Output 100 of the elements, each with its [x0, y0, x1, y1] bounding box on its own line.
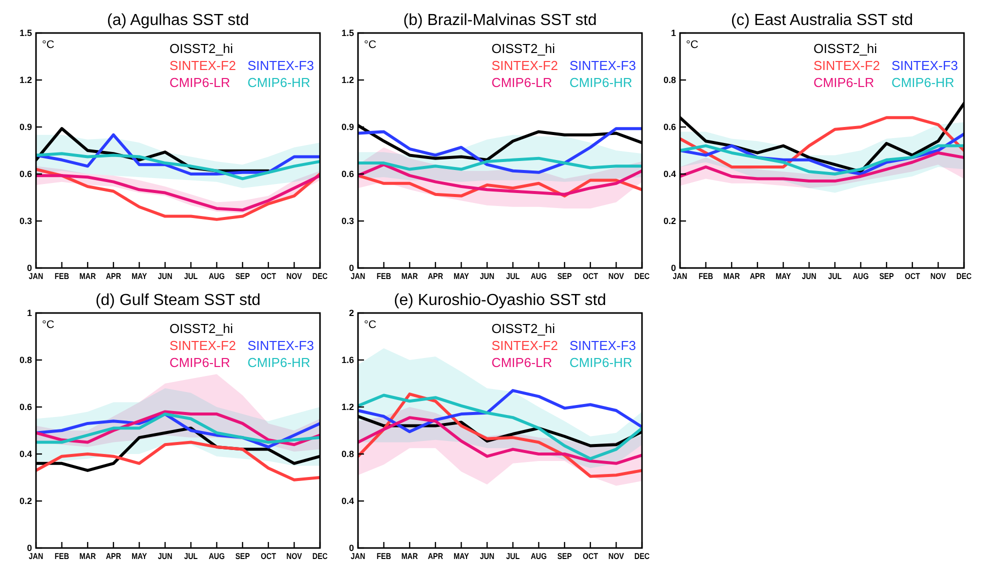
text: SINTEX-F3	[569, 338, 636, 353]
chart-title: (d) Gulf Steam SST std	[95, 292, 261, 309]
x-tick-label: SEP	[879, 271, 894, 282]
x-tick-label: JUN	[158, 271, 173, 282]
line-series	[36, 168, 320, 221]
x-tick-label: MAR	[79, 551, 96, 562]
y-tick-label: 0.4	[19, 449, 32, 460]
text: SINTEX-F3	[569, 58, 636, 73]
x-tick-label: AUG	[852, 271, 869, 282]
x-tick-label: FEB	[54, 551, 70, 562]
x-tick-label: APR	[750, 271, 766, 282]
line-series	[36, 152, 320, 180]
line-series	[36, 174, 320, 212]
y-tick-label: 0.6	[341, 169, 354, 180]
y-tick-label: 1	[26, 308, 32, 318]
line-series	[680, 151, 964, 183]
x-tick-label: SEP	[235, 271, 250, 282]
y-tick-label: 0.3	[341, 216, 354, 226]
text: OISST2_hi	[169, 41, 234, 56]
x-tick-label: JUL	[828, 271, 842, 282]
x-tick-label: OCT	[582, 271, 598, 282]
line-series	[358, 174, 642, 198]
text: CMIP6-HR	[247, 75, 310, 90]
x-tick-label: AUG	[530, 551, 547, 562]
x-tick-label: JUN	[802, 271, 817, 282]
y-tick-label: 1.5	[19, 28, 32, 38]
x-tick-label: NOV	[608, 551, 625, 562]
x-tick-label: FEB	[376, 551, 392, 562]
y-axis-title: °C	[42, 319, 54, 331]
y-tick-label: 2	[348, 308, 354, 318]
x-tick-label: DEC	[312, 551, 328, 562]
x-tick-label: DEC	[634, 551, 650, 562]
y-tick-label: 0	[348, 263, 354, 274]
y-tick-label: 0.6	[19, 402, 32, 412]
y-tick-label: 0.8	[663, 75, 676, 86]
text: CMIP6-LR	[169, 75, 230, 90]
text: SINTEX-F2	[813, 58, 880, 73]
x-tick-label: JAN	[350, 271, 366, 282]
x-tick-label: MAY	[454, 271, 470, 282]
line-series	[358, 394, 642, 460]
x-tick-label: JUL	[506, 551, 520, 562]
x-tick-label: JUN	[158, 551, 173, 562]
x-tick-label: JUL	[184, 271, 198, 282]
text: SINTEX-F3	[891, 58, 958, 73]
line-series	[358, 389, 642, 434]
text: OISST2_hi	[491, 41, 556, 56]
x-tick-label: NOV	[930, 271, 947, 282]
y-tick-label: 1.2	[341, 402, 354, 412]
x-tick-label: JAN	[28, 271, 44, 282]
y-tick-label: 0	[348, 543, 354, 554]
y-axis-title: °C	[42, 39, 54, 51]
text: SINTEX-F3	[247, 338, 314, 353]
x-tick-label: JUL	[506, 271, 520, 282]
x-tick-label: MAR	[401, 271, 418, 282]
y-tick-label: 0	[670, 263, 676, 274]
y-tick-label: 0.2	[663, 216, 676, 226]
chart-title: (c) East Australia SST std	[731, 12, 913, 29]
x-tick-label: DEC	[634, 271, 650, 282]
text: SINTEX-F2	[169, 58, 236, 73]
x-tick-label: DEC	[312, 271, 328, 282]
line-series	[358, 163, 642, 196]
x-tick-label: APR	[428, 551, 444, 562]
line-series	[680, 116, 964, 168]
y-tick-label: 0.9	[341, 122, 354, 132]
x-tick-label: MAR	[401, 551, 418, 562]
text: CMIP6-LR	[169, 355, 230, 370]
y-tick-label: 1	[670, 28, 676, 38]
x-tick-label: MAR	[79, 271, 96, 282]
x-tick-label: JAN	[672, 271, 688, 282]
x-tick-label: FEB	[376, 271, 392, 282]
x-tick-label: APR	[428, 271, 444, 282]
line-series	[358, 416, 642, 465]
x-tick-label: FEB	[54, 271, 70, 282]
y-tick-label: 0.4	[663, 169, 676, 180]
y-tick-label: 0.9	[19, 122, 32, 132]
y-tick-label: 0.6	[19, 169, 32, 180]
x-tick-label: OCT	[904, 271, 920, 282]
x-tick-label: JAN	[350, 551, 366, 562]
line-series	[36, 440, 320, 482]
text: OISST2_hi	[813, 41, 878, 56]
y-tick-label: 0.8	[341, 449, 354, 460]
text: CMIP6-LR	[491, 355, 552, 370]
text: SINTEX-F2	[169, 338, 236, 353]
x-tick-label: JAN	[28, 551, 44, 562]
x-tick-label: MAR	[723, 271, 740, 282]
x-tick-label: OCT	[582, 551, 598, 562]
x-tick-label: OCT	[260, 271, 276, 282]
line-series	[358, 127, 642, 174]
x-tick-label: MAY	[132, 551, 148, 562]
y-tick-label: 0.4	[341, 496, 354, 506]
y-tick-label: 0.3	[19, 216, 32, 226]
x-tick-label: APR	[106, 271, 122, 282]
line-series	[358, 392, 642, 478]
text: SINTEX-F2	[491, 338, 558, 353]
y-tick-label: 0.6	[663, 122, 676, 132]
x-tick-label: AUG	[208, 271, 225, 282]
x-tick-label: SEP	[557, 271, 572, 282]
text: CMIP6-LR	[813, 75, 874, 90]
text: CMIP6-HR	[891, 75, 954, 90]
x-tick-label: JUN	[480, 271, 495, 282]
